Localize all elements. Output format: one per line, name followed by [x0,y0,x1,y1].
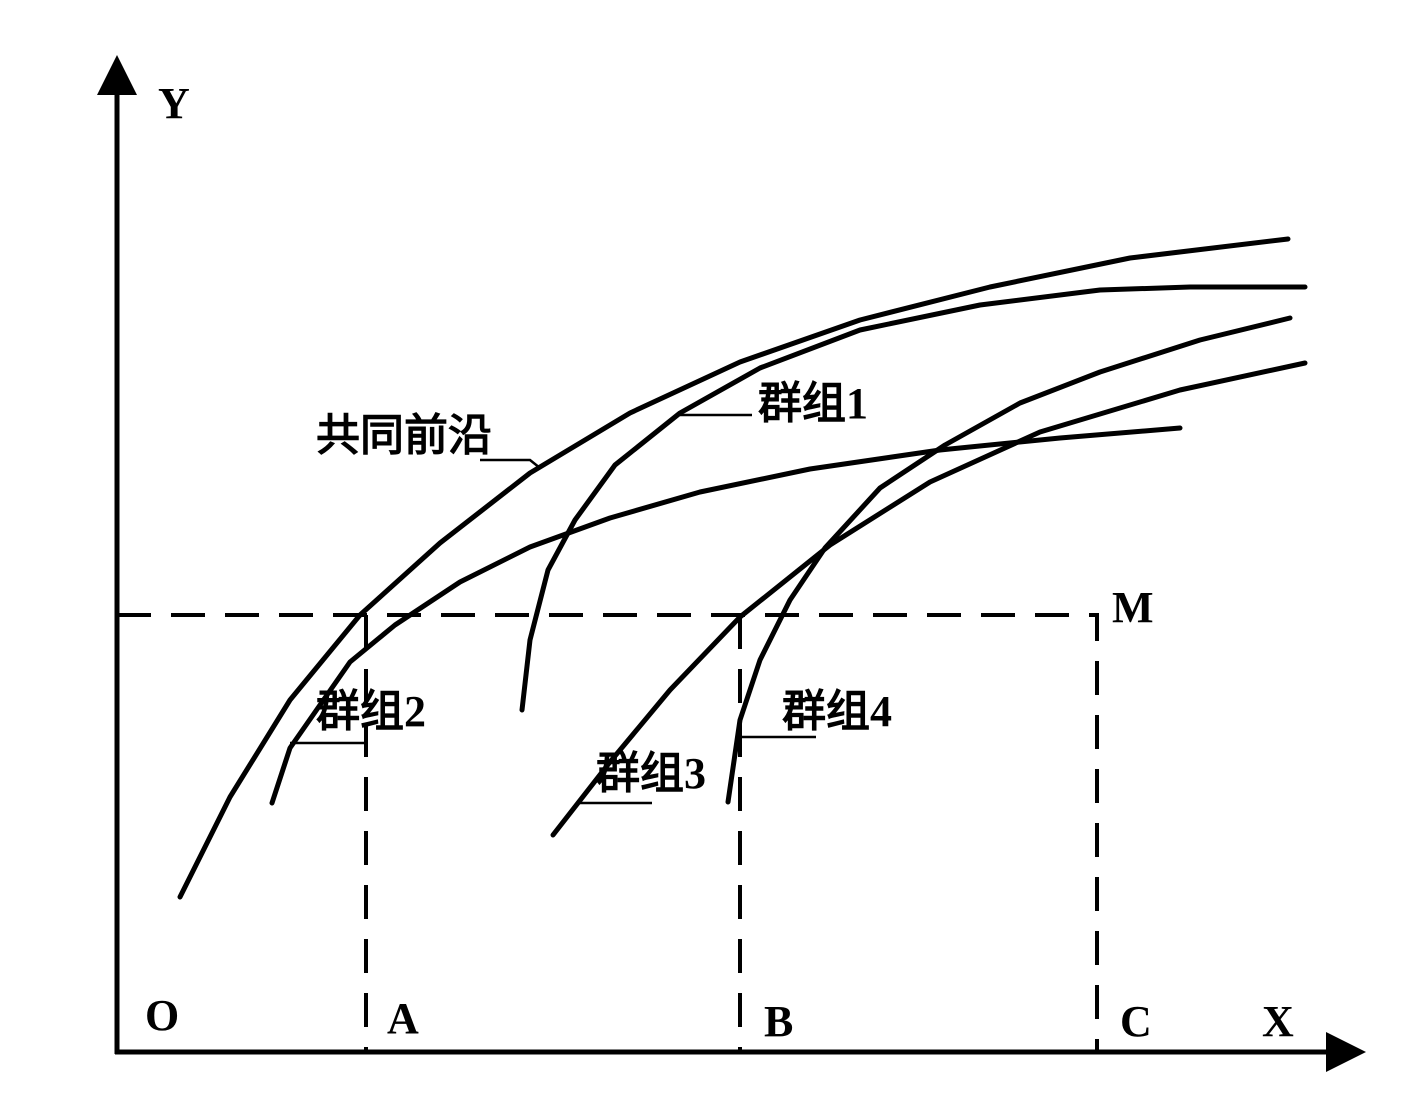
point-label: M [1112,583,1154,632]
curve-label: 共同前沿 [316,411,492,460]
curve-label: 群组3 [596,749,706,798]
leader-line [480,458,541,469]
y-arrow [97,55,137,95]
group2-curve [269,425,1183,806]
frontier-curve [177,236,1291,900]
group1-curve [519,284,1308,713]
x-arrow [1326,1032,1366,1072]
point-label: A [387,994,419,1043]
dashed-line [117,613,1099,1052]
origin-label: O [145,991,179,1040]
group4-curve [725,315,1293,805]
curve-label: 群组2 [316,687,426,736]
point-label: C [1120,997,1152,1046]
point-label: B [764,997,793,1046]
y-label: Y [158,79,190,128]
x-label: X [1262,997,1294,1046]
curve-label: 群组1 [758,379,868,428]
curve-label: 群组4 [782,687,892,736]
